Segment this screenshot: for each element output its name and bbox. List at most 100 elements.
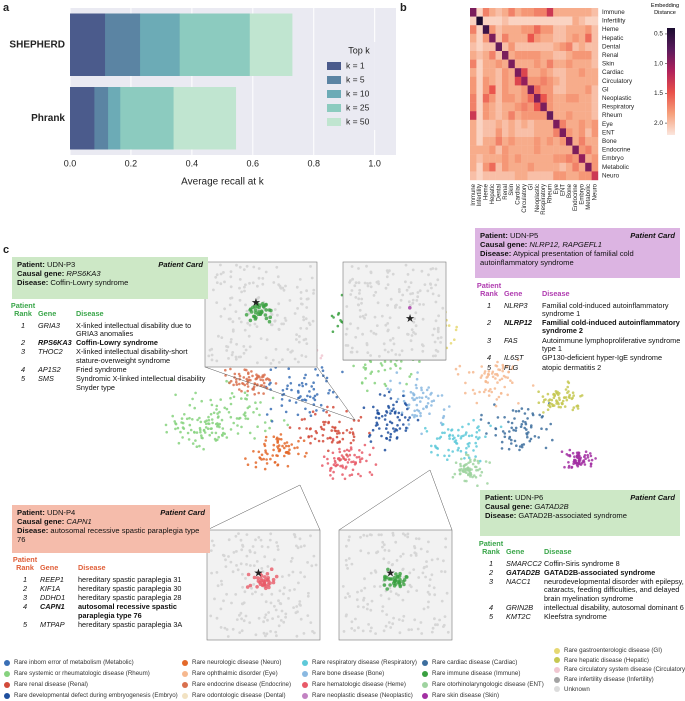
- embedding-point: [480, 470, 484, 474]
- inset-point: [274, 630, 278, 634]
- embedding-point: [287, 444, 291, 448]
- embedding-point: [235, 417, 239, 420]
- heatmap-cell: [476, 128, 483, 138]
- inset-point: [297, 340, 301, 344]
- embedding-point: [321, 439, 325, 443]
- embedding-point: [271, 396, 275, 400]
- inset-point: [290, 556, 294, 560]
- embedding-point: [399, 367, 402, 370]
- heatmap-cell: [508, 102, 515, 112]
- heatmap-cell: [482, 111, 490, 120]
- rank: 4: [20, 365, 26, 375]
- inset-point: [443, 615, 447, 618]
- colorbar: [667, 28, 675, 135]
- embedding-point: [415, 396, 419, 400]
- embedding-point: [308, 390, 311, 393]
- inset-point: [212, 544, 216, 547]
- embedding-point: [578, 457, 581, 461]
- embedding-point: [305, 451, 308, 455]
- legend-label: k = 1: [346, 60, 365, 70]
- heatmap-cell: [585, 171, 592, 181]
- inset-point: [245, 554, 249, 558]
- inset-point: [409, 339, 413, 343]
- heatmap-cell: [476, 145, 483, 155]
- inset-point: [357, 267, 360, 270]
- inset-point: [344, 596, 347, 599]
- heatmap-cell: [553, 42, 560, 52]
- embedding-point: [186, 431, 190, 435]
- heatmap-cell: [514, 8, 522, 17]
- embedding-point: [345, 429, 349, 432]
- inset-point: [255, 325, 259, 328]
- embedding-point: [196, 418, 199, 422]
- embedding-point: [288, 448, 291, 452]
- inset-highlight: [255, 576, 260, 580]
- inset-point: [351, 277, 354, 281]
- embedding-point: [299, 436, 302, 440]
- embedding-point: [511, 381, 514, 385]
- gene: IL6ST: [504, 353, 524, 363]
- inset-point: [406, 273, 410, 276]
- embedding-point: [207, 418, 211, 422]
- inset-point: [369, 329, 373, 333]
- inset-point: [356, 303, 360, 307]
- embedding-point: [392, 427, 395, 430]
- embedding-point: [315, 393, 319, 396]
- inset-point: [416, 295, 420, 299]
- embedding-point: [574, 462, 578, 465]
- inset-point: [251, 592, 254, 596]
- inset-point: [412, 568, 416, 571]
- column-label: Immune: [471, 183, 477, 205]
- embedding-point: [495, 372, 499, 376]
- heatmap-cell: [546, 76, 554, 86]
- inset-point: [281, 575, 284, 578]
- inset-point: [251, 281, 255, 285]
- embedding-point: [244, 414, 247, 418]
- embedding-point: [465, 471, 468, 475]
- heatmap-cell: [572, 94, 579, 103]
- heatmap-cell: [534, 137, 541, 146]
- inset-point: [235, 564, 238, 567]
- inset-point: [240, 548, 244, 552]
- inset-point: [430, 630, 434, 634]
- legend-item: Rare infertility disease (Infertility): [554, 675, 685, 685]
- inset-point: [391, 531, 395, 535]
- row-label: GI: [602, 86, 609, 93]
- gene: FLG: [504, 362, 519, 372]
- embedding-point: [443, 431, 446, 435]
- heatmap-cell: [489, 8, 496, 17]
- heatmap-cell: [476, 42, 483, 52]
- inset-point: [353, 284, 357, 288]
- embedding-point: [317, 439, 321, 443]
- inset-point: [427, 600, 430, 604]
- embedding-point: [459, 462, 462, 466]
- embedding-point: [420, 386, 423, 390]
- embedding-point: [287, 452, 290, 455]
- inset-point: [238, 631, 242, 634]
- disease: Familial cold-induced autoinflammatory s…: [542, 300, 669, 318]
- heatmap-cell: [546, 128, 554, 138]
- embedding-point: [173, 420, 176, 423]
- inset-point: [444, 545, 447, 549]
- embedding-point: [515, 444, 518, 448]
- inset-point: [215, 273, 219, 277]
- heatmap-cell: [553, 85, 560, 95]
- embedding-point: [441, 423, 445, 426]
- embedding-point: [279, 433, 283, 436]
- legend-label: Unknown: [564, 685, 590, 693]
- inset-point: [231, 570, 235, 574]
- embedding-point: [474, 441, 478, 445]
- embedding-point: [337, 457, 340, 461]
- embedding-point: [586, 456, 590, 459]
- inset-connector: [206, 484, 301, 531]
- inset-highlight: [402, 578, 407, 582]
- embedding-point: [286, 464, 290, 468]
- card-field-value: NLRP12, RAPGEFL1: [529, 240, 602, 249]
- inset-point: [347, 557, 351, 560]
- embedding-point: [510, 442, 513, 445]
- disease: X-linked intellectual disability due to …: [76, 320, 192, 338]
- gene-header: Gene: [40, 563, 59, 573]
- embedding-point: [415, 377, 419, 381]
- inset-point: [397, 593, 400, 597]
- embedding-point: [528, 439, 532, 443]
